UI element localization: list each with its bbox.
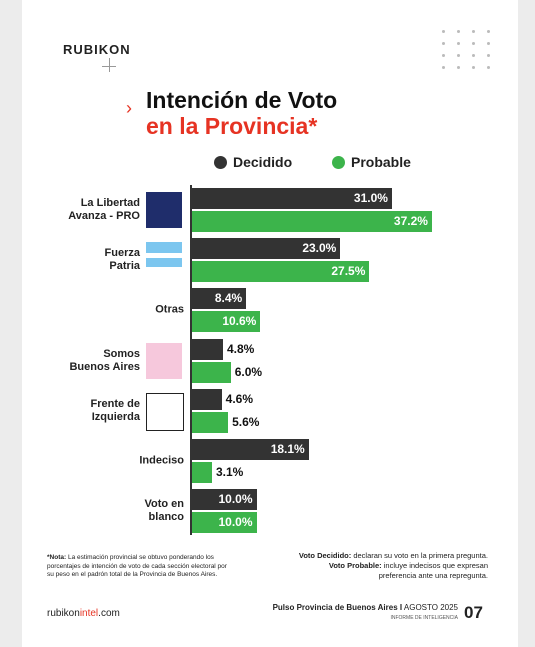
report-name: Pulso Provincia de Buenos Aires I (272, 603, 403, 612)
dot (487, 66, 490, 69)
value-label: 3.1% (215, 465, 244, 479)
value-label: 23.0% (302, 241, 337, 256)
bar (192, 261, 370, 283)
brand-mark (102, 66, 116, 67)
bar (192, 338, 223, 360)
definition-text: declaran su voto en la primera pregunta. (353, 551, 488, 560)
value-label: 31.0% (353, 191, 388, 205)
value-label: 8.4% (214, 291, 243, 306)
dot (487, 30, 490, 33)
dot (472, 54, 475, 57)
legend-label: Decidido (233, 154, 293, 170)
brand-mark (109, 58, 110, 72)
dot (457, 30, 460, 33)
value-label: 37.2% (393, 214, 428, 228)
page-number: 07 (464, 603, 483, 622)
page: RUBIKON › Intención de Voto en la Provin… (22, 0, 518, 647)
bar (192, 489, 257, 511)
bar (192, 311, 261, 333)
note-text: La estimación provincial se obtuvo ponde… (47, 554, 227, 578)
definition-label: Voto Decidido: (298, 551, 352, 560)
report-series: INFORME DE INTELIGENCIA (390, 615, 458, 621)
category-label: Somos Buenos Aires (69, 347, 140, 373)
dot (472, 66, 475, 69)
dot (457, 42, 460, 45)
definition: Voto Decidido: declaran su voto en la pr… (237, 551, 488, 561)
method-note: *Nota: La estimación provincial se obtuv… (47, 554, 227, 580)
dot (472, 30, 475, 33)
axis-line (190, 185, 192, 535)
legend-swatch (214, 156, 227, 169)
chevron: › (126, 98, 132, 118)
definition-text: incluye indecisos que expresan preferenc… (378, 561, 488, 580)
site-part: rubikon (47, 608, 80, 619)
report-date: AGOSTO 2025 (403, 603, 458, 612)
definition-label: Voto Probable: (328, 561, 382, 570)
party-logo (146, 242, 182, 279)
bar (192, 439, 309, 460)
bar (192, 211, 432, 232)
report: Pulso Provincia de Buenos Aires I AGOSTO… (222, 603, 458, 612)
party-logo (146, 342, 182, 379)
bar (192, 462, 212, 483)
category-label: Frente de Izquierda (90, 397, 140, 423)
site-part: intel (79, 608, 99, 619)
chart-title: Intención de Voto (146, 87, 338, 113)
value-label: 4.8% (226, 341, 255, 356)
dot (457, 54, 460, 57)
site: rubikonintel.com (47, 608, 120, 619)
party-logo (146, 392, 184, 431)
definition: Voto Probable: incluye indecisos que exp… (237, 561, 488, 581)
dot (442, 30, 445, 33)
chart-subtitle: en la Provincia* (146, 113, 318, 139)
category-label: Indeciso (139, 454, 184, 467)
value-label: 10.0% (218, 492, 253, 507)
legend-swatch (332, 156, 345, 169)
category-label: Otras (155, 303, 184, 316)
dot (457, 66, 460, 69)
category-label: Voto en blanco (144, 498, 184, 524)
value-label: 27.5% (331, 264, 366, 279)
dot (442, 42, 445, 45)
dot (442, 54, 445, 57)
bar (192, 288, 247, 310)
legend-label: Probable (351, 154, 411, 170)
note-label: *Nota: (47, 554, 67, 561)
value-label: 6.0% (234, 364, 263, 379)
value-label: 10.0% (218, 515, 253, 530)
bar (192, 411, 229, 433)
dot (472, 42, 475, 45)
site-part: .com (98, 608, 120, 619)
category-label: Fuerza Patria (104, 247, 140, 273)
definitions: Voto Decidido: declaran su voto en la pr… (237, 551, 488, 581)
dot (442, 66, 445, 69)
bar (192, 388, 222, 410)
brand: RUBIKON (63, 42, 131, 57)
bar (192, 238, 341, 260)
dot (487, 54, 490, 57)
bar (192, 512, 257, 534)
value-label: 10.6% (222, 314, 257, 329)
party-logo (146, 192, 182, 228)
value-label: 4.6% (225, 391, 254, 406)
dot (487, 42, 490, 45)
value-label: 5.6% (232, 414, 260, 429)
bar (192, 188, 392, 209)
value-label: 18.1% (270, 442, 305, 456)
category-label: La Libertad Avanza - PRO (68, 197, 140, 222)
bar (192, 361, 231, 383)
